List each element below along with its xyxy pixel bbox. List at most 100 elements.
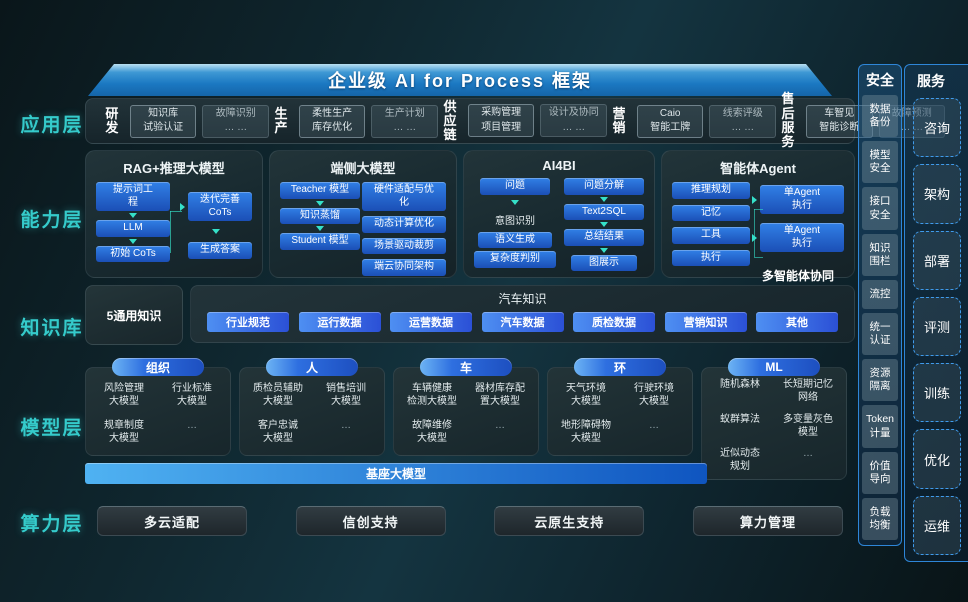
layer-label-knowledge: 知识库 [20,318,84,339]
layer-label-application: 应用层 [20,115,84,136]
model-item: 质检员辅助 大模型 [253,382,303,407]
agent-module: 记忆 [672,204,750,221]
agent-box: 智能体Agent 推理规划 记忆 工具 执行 单Agent 执行 [661,150,855,283]
flow-step: Teacher 模型 [280,182,360,199]
flow-step: 总结结果 [564,229,644,246]
agent-exec: 单Agent 执行 [760,223,844,252]
model-group-organization: 组织 风险管理 大模型 行业标准 大模型 规章制度 大模型 … [85,358,231,456]
model-item: 地形障碍物 大模型 [561,420,611,445]
model-group-people: 人 质检员辅助 大模型 销售培训 大模型 客户忠诚 大模型 … [239,358,385,456]
knowledge-pill: 质检数据 [573,312,655,332]
application-layer-bar: 研发 知识库 试验认证 故障识别 … … 生产 柔性生产 库存优化 生产计划 …… [85,92,946,149]
model-item: 多变量灰色 模型 [783,413,833,438]
model-item: 长短期记忆 网络 [783,379,833,404]
security-column: 安全 数据 备份 模型 安全 接口 安全 知识 围栏 流控 统一 认证 资源 隔… [858,64,902,546]
arrow-down-icon [129,238,137,244]
service-item: 部署 [913,230,961,290]
model-item-ellipsis: … [495,420,505,432]
compute-layer-row: 多云适配 信创支持 云原生支持 算力管理 [85,506,855,536]
service-header: 服务 [917,73,945,89]
security-item: 价值 导向 [862,451,898,494]
layer-label-compute: 算力层 [20,514,84,535]
compute-button: 信创支持 [295,506,446,536]
model-item: 故障维修 大模型 [412,420,452,445]
flow-step: 图展示 [571,254,637,271]
layer-label-model: 模型层 [20,418,84,439]
foundation-model-bar: 基座大模型 [85,463,707,484]
model-item: 风险管理 大模型 [104,382,144,407]
flow-step: 语义生成 [478,231,552,248]
rag-reasoning-box: RAG+推理大模型 提示词工 程 LLM 初始 CoTs 迭代完善 CoTs [85,150,263,278]
app-group-label: 生产 [274,105,288,135]
security-item: 数据 备份 [862,95,898,138]
arrow-down-icon [316,200,324,206]
flow-step: 知识蒸馏 [280,207,360,224]
arrow-down-icon [129,213,137,218]
edge-model-box: 端侧大模型 Teacher 模型 知识蒸馏 Student 模型 硬件适配与优 … [269,150,457,278]
app-group-rd: 研发 知识库 试验认证 故障识别 … … [100,104,269,138]
model-item-ellipsis: … [341,420,351,432]
box-title: 端侧大模型 [330,161,396,176]
compute-button: 多云适配 [97,506,247,536]
model-item-ellipsis: … [649,420,659,432]
agent-module: 执行 [672,249,750,266]
security-header: 安全 [866,72,894,88]
model-item: 近似动态 规划 [720,447,760,472]
capability-layer-row: RAG+推理大模型 提示词工 程 LLM 初始 CoTs 迭代完善 CoTs [85,150,855,283]
app-group-label: 研发 [105,105,119,135]
compute-button: 云原生支持 [494,506,645,536]
app-item: 车智见 智能诊断 [805,104,873,138]
flow-step: 提示词工 程 [96,182,170,211]
model-group-tag: 人 [266,358,358,376]
security-item: 流控 [862,279,898,309]
model-item: 行业标准 大模型 [172,382,212,407]
page-title: 企业级 AI for Process 框架 [88,64,832,96]
arrow-down-icon [212,229,220,234]
model-group-tag: 组织 [112,358,204,376]
agent-module: 推理规划 [672,182,750,199]
security-item: 接口 安全 [862,187,898,230]
model-group-environment: 环 天气环境 大模型 行驶环境 大模型 地形障碍物 大模型 … [547,358,693,456]
auto-knowledge-box: 汽车知识 行业规范 运行数据 运营数据 汽车数据 质检数据 营销知识 其他 [190,285,855,343]
box-title: 智能体Agent [720,161,796,176]
security-item: 资源 隔离 [862,359,898,402]
app-group-label: 售后 服务 [781,91,795,150]
arrow-down-icon [600,196,608,202]
knowledge-pill: 运行数据 [298,312,381,332]
app-item: 知识库 试验认证 [129,104,197,138]
model-group-tag: 车 [420,358,512,376]
knowledge-pill: 汽车数据 [481,312,564,332]
security-item: 知识 围栏 [862,233,898,276]
arrow-right-icon [180,202,185,211]
app-item: 采购管理 项目管理 [467,104,535,138]
security-item: 模型 安全 [862,141,898,184]
list-item: 端云协同架构 [362,259,446,276]
model-group-ml: ML 随机森林 长短期记忆 网络 蚁群算法 多变量灰色 模型 近似动态 规划 … [701,358,847,480]
auto-knowledge-title: 汽车知识 [498,292,547,306]
flow-step: 初始 CoTs [96,245,170,262]
app-item: 生产计划 … … [371,104,439,138]
flow-step: LLM [96,220,170,237]
box-title: AI4BI [542,158,576,173]
model-group-tag: 环 [574,358,666,376]
box-title: RAG+推理大模型 [123,161,225,176]
flow-step: Text2SQL [564,203,644,220]
list-item: 动态计算优化 [362,216,446,233]
app-group-supply-chain: 供应 链 采购管理 项目管理 设计及协同 … … [438,98,608,143]
app-item: 故障识别 … … [202,104,269,138]
flow-step: 生成答案 [188,242,252,259]
flow-step: 复杂度判别 [474,251,556,268]
connector-line [754,209,755,257]
agent-module: 工具 [672,227,750,244]
app-item: 柔性生产 库存优化 [298,104,366,138]
agent-exec: 单Agent 执行 [760,185,844,214]
model-group-tag: ML [728,358,820,376]
model-item: 蚁群算法 [720,413,760,425]
app-item: 故障预测 … … [878,104,946,138]
knowledge-pill: 其他 [756,312,838,332]
service-item: 优化 [913,429,961,489]
model-item-ellipsis: … [803,447,813,459]
model-item: 规章制度 大模型 [104,420,144,445]
layer-label-capability: 能力层 [20,210,84,231]
app-group-label: 供应 链 [443,98,457,143]
